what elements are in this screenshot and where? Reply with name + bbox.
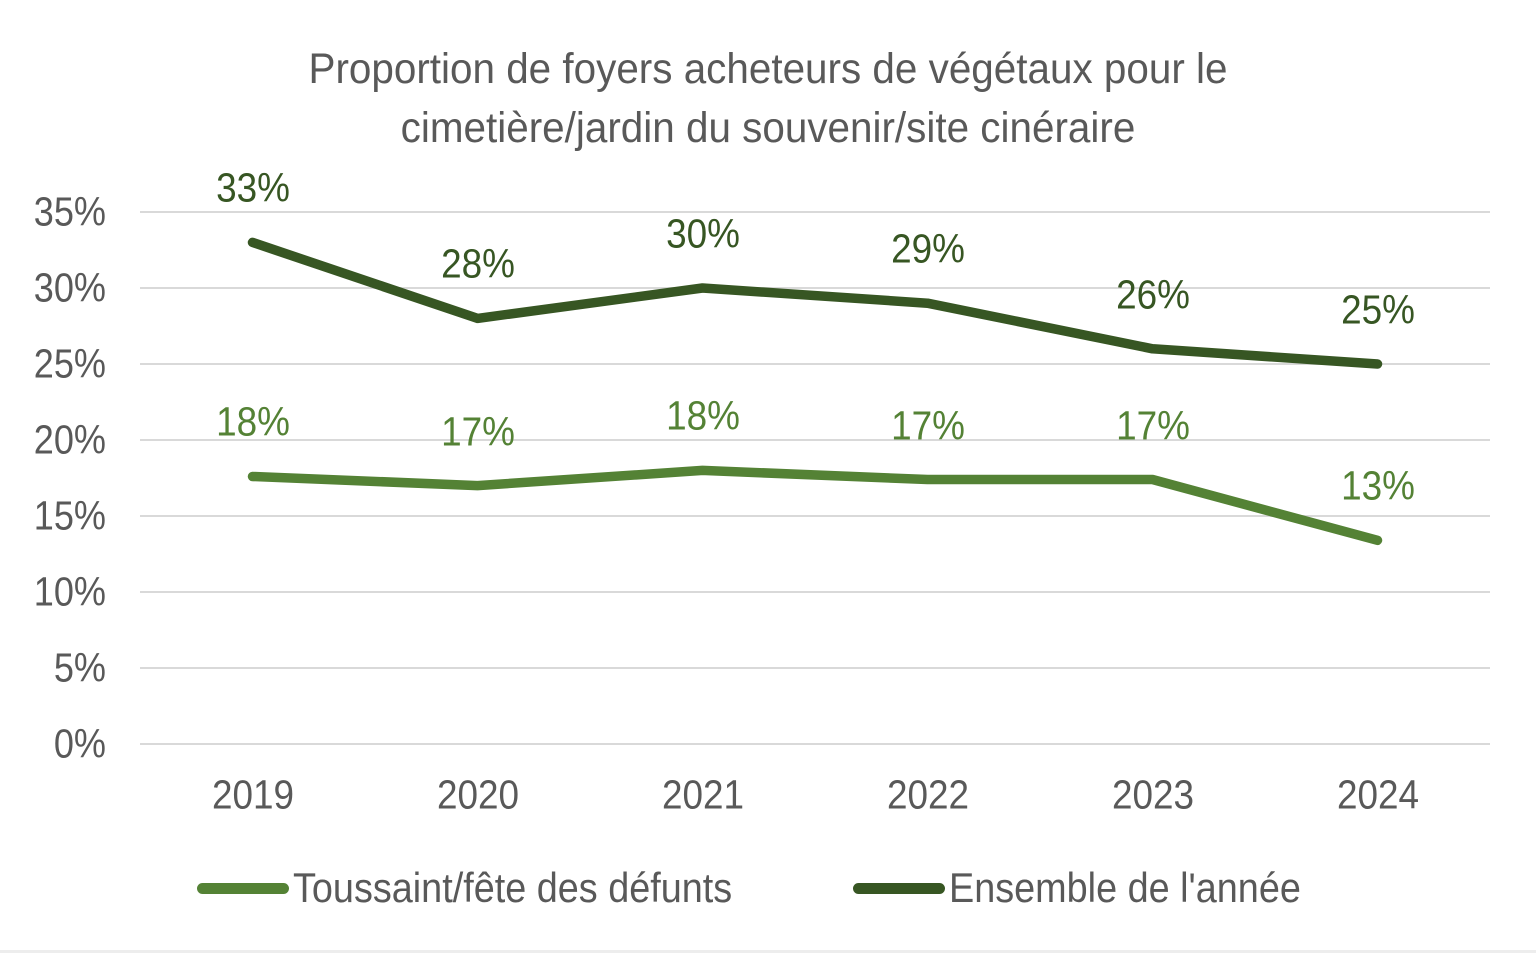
legend-label-ensemble: Ensemble de l'année — [948, 864, 1301, 911]
data-label: 30% — [665, 210, 740, 257]
chart-title: Proportion de foyers acheteurs de végéta… — [46, 40, 1490, 158]
window-bottom-edge — [0, 950, 1536, 953]
data-label: 18% — [215, 398, 290, 445]
data-label: 28% — [440, 240, 515, 287]
data-label: 33% — [215, 164, 290, 211]
y-axis-tick-label: 5% — [53, 644, 106, 691]
x-axis-tick-label: 2021 — [661, 771, 744, 818]
y-axis-tick-label: 15% — [33, 492, 106, 539]
legend: Toussaint/fête des défunts Ensemble de l… — [0, 864, 1536, 912]
legend-item-toussaint[interactable]: Toussaint/fête des défunts — [196, 864, 781, 912]
x-axis-tick-label: 2022 — [886, 771, 969, 818]
data-label: 26% — [1115, 271, 1190, 318]
data-label: 29% — [890, 225, 965, 272]
legend-label-toussaint: Toussaint/fête des défunts — [292, 864, 732, 911]
series-line-toussaint[interactable] — [247, 465, 1383, 546]
series-line-ensemble[interactable] — [247, 237, 1383, 369]
x-axis-tick-label: 2024 — [1336, 771, 1419, 818]
y-axis-tick-label: 25% — [33, 340, 106, 387]
x-axis-tick-label: 2023 — [1111, 771, 1194, 818]
data-label: 13% — [1340, 462, 1415, 509]
chart-title-line2: cimetière/jardin du souvenir/site cinéra… — [400, 104, 1136, 152]
data-label: 25% — [1340, 286, 1415, 333]
x-axis-tick-label: 2019 — [211, 771, 294, 818]
y-axis-tick-label: 0% — [53, 720, 106, 767]
chart-title-line1: Proportion de foyers acheteurs de végéta… — [308, 45, 1228, 93]
data-label: 18% — [665, 392, 740, 439]
y-axis-tick-label: 35% — [33, 188, 106, 235]
data-label: 17% — [440, 408, 515, 455]
y-axis-tick-label: 30% — [33, 264, 106, 311]
legend-swatch-light-green — [196, 882, 289, 894]
data-label: 17% — [890, 402, 965, 449]
legend-swatch-dark-green — [852, 882, 945, 894]
y-axis-tick-label: 20% — [33, 416, 106, 463]
x-axis-tick-label: 2020 — [436, 771, 519, 818]
legend-item-ensemble[interactable]: Ensemble de l'année — [852, 864, 1340, 912]
y-axis-tick-label: 10% — [33, 568, 106, 615]
data-label: 17% — [1115, 402, 1190, 449]
